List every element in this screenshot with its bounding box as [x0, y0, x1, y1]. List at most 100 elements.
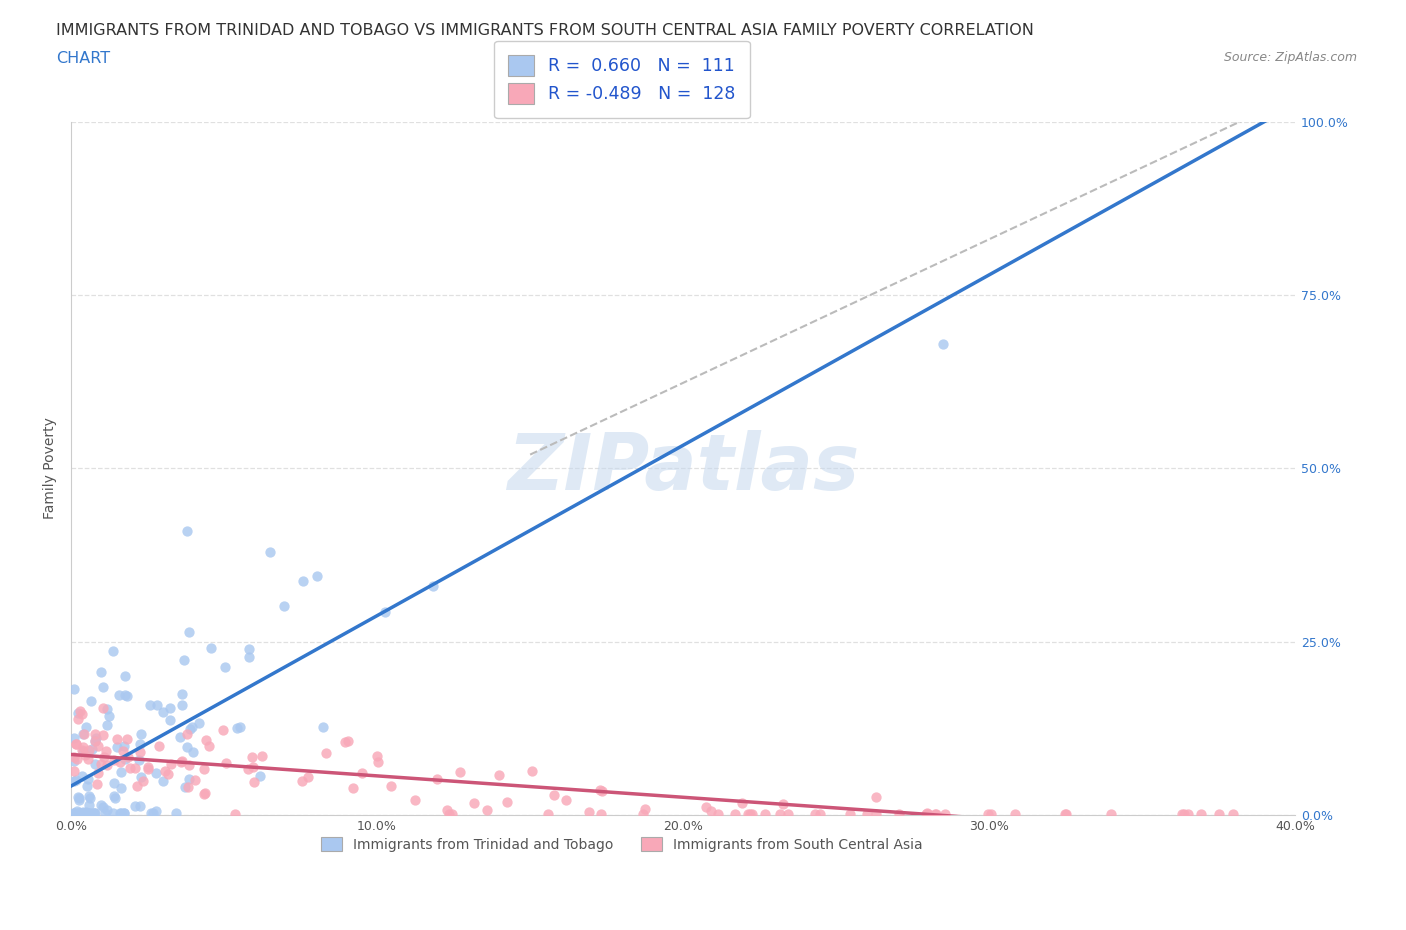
Point: [195, 732, 218, 747]
Point: [292, 574, 315, 589]
Point: [86, 777, 108, 791]
Point: [374, 604, 396, 619]
Point: [63, 774, 86, 789]
Point: [76, 751, 98, 766]
Point: [65, 804, 87, 818]
Point: [463, 795, 485, 810]
Point: [132, 774, 155, 789]
Point: [138, 762, 160, 777]
Point: [65, 737, 87, 751]
Point: [924, 806, 946, 821]
Point: [112, 805, 135, 820]
Point: [200, 641, 222, 656]
Point: [404, 792, 426, 807]
Point: [72, 804, 94, 819]
Point: [380, 778, 402, 793]
Point: [103, 644, 125, 658]
Point: [139, 698, 162, 712]
Point: [555, 792, 578, 807]
Point: [72, 739, 94, 754]
Point: [63, 731, 86, 746]
Point: [117, 750, 139, 764]
Point: [80, 805, 103, 820]
Point: [63, 805, 86, 820]
Point: [159, 712, 181, 727]
Point: [94, 743, 117, 758]
Point: [70, 707, 93, 722]
Point: [103, 805, 125, 820]
Point: [110, 764, 132, 779]
Point: [695, 800, 717, 815]
Point: [128, 799, 150, 814]
Point: [1208, 806, 1230, 821]
Point: [170, 753, 193, 768]
Point: [77, 805, 100, 820]
Point: [115, 731, 138, 746]
Point: [84, 734, 107, 749]
Point: [177, 779, 200, 794]
Point: [77, 789, 100, 804]
Point: [179, 722, 201, 737]
Point: [63, 805, 86, 820]
Point: [129, 726, 152, 741]
Point: [243, 775, 266, 790]
Point: [591, 806, 613, 821]
Point: [67, 790, 90, 805]
Point: [66, 805, 89, 820]
Point: [114, 668, 136, 683]
Point: [127, 778, 149, 793]
Point: [66, 705, 89, 720]
Point: [335, 735, 357, 750]
Point: [72, 727, 94, 742]
Point: [70, 805, 93, 820]
Point: [153, 764, 176, 778]
Point: [70, 769, 93, 784]
Point: [315, 746, 337, 761]
Point: [177, 625, 200, 640]
Point: [108, 805, 131, 820]
Point: [198, 739, 221, 754]
Point: [183, 744, 205, 759]
Point: [107, 687, 129, 702]
Point: [112, 805, 135, 820]
Point: [75, 804, 97, 819]
Point: [145, 804, 167, 818]
Point: [87, 765, 110, 780]
Point: [194, 785, 217, 800]
Point: [70, 743, 93, 758]
Point: [105, 739, 128, 754]
Point: [89, 665, 111, 680]
Point: [73, 727, 96, 742]
Point: [176, 524, 198, 538]
Point: [240, 750, 263, 764]
Point: [80, 741, 103, 756]
Point: [96, 757, 118, 772]
Point: [917, 806, 939, 821]
Point: [110, 805, 132, 820]
Point: [475, 803, 498, 817]
Point: [91, 800, 114, 815]
Point: [79, 742, 101, 757]
Point: [104, 790, 127, 805]
Point: [238, 649, 260, 664]
Point: [778, 806, 800, 821]
Point: [932, 337, 955, 352]
Point: [128, 753, 150, 768]
Point: [173, 653, 195, 668]
Point: [63, 764, 86, 778]
Point: [63, 805, 86, 820]
Point: [98, 709, 121, 724]
Point: [152, 774, 174, 789]
Point: [129, 737, 152, 751]
Point: [77, 797, 100, 812]
Point: [520, 764, 543, 778]
Point: [131, 769, 153, 784]
Point: [772, 796, 794, 811]
Point: [83, 805, 105, 820]
Point: [169, 729, 191, 744]
Point: [449, 764, 471, 779]
Point: [238, 641, 260, 656]
Point: [1222, 806, 1244, 821]
Point: [170, 687, 193, 702]
Point: [181, 720, 204, 735]
